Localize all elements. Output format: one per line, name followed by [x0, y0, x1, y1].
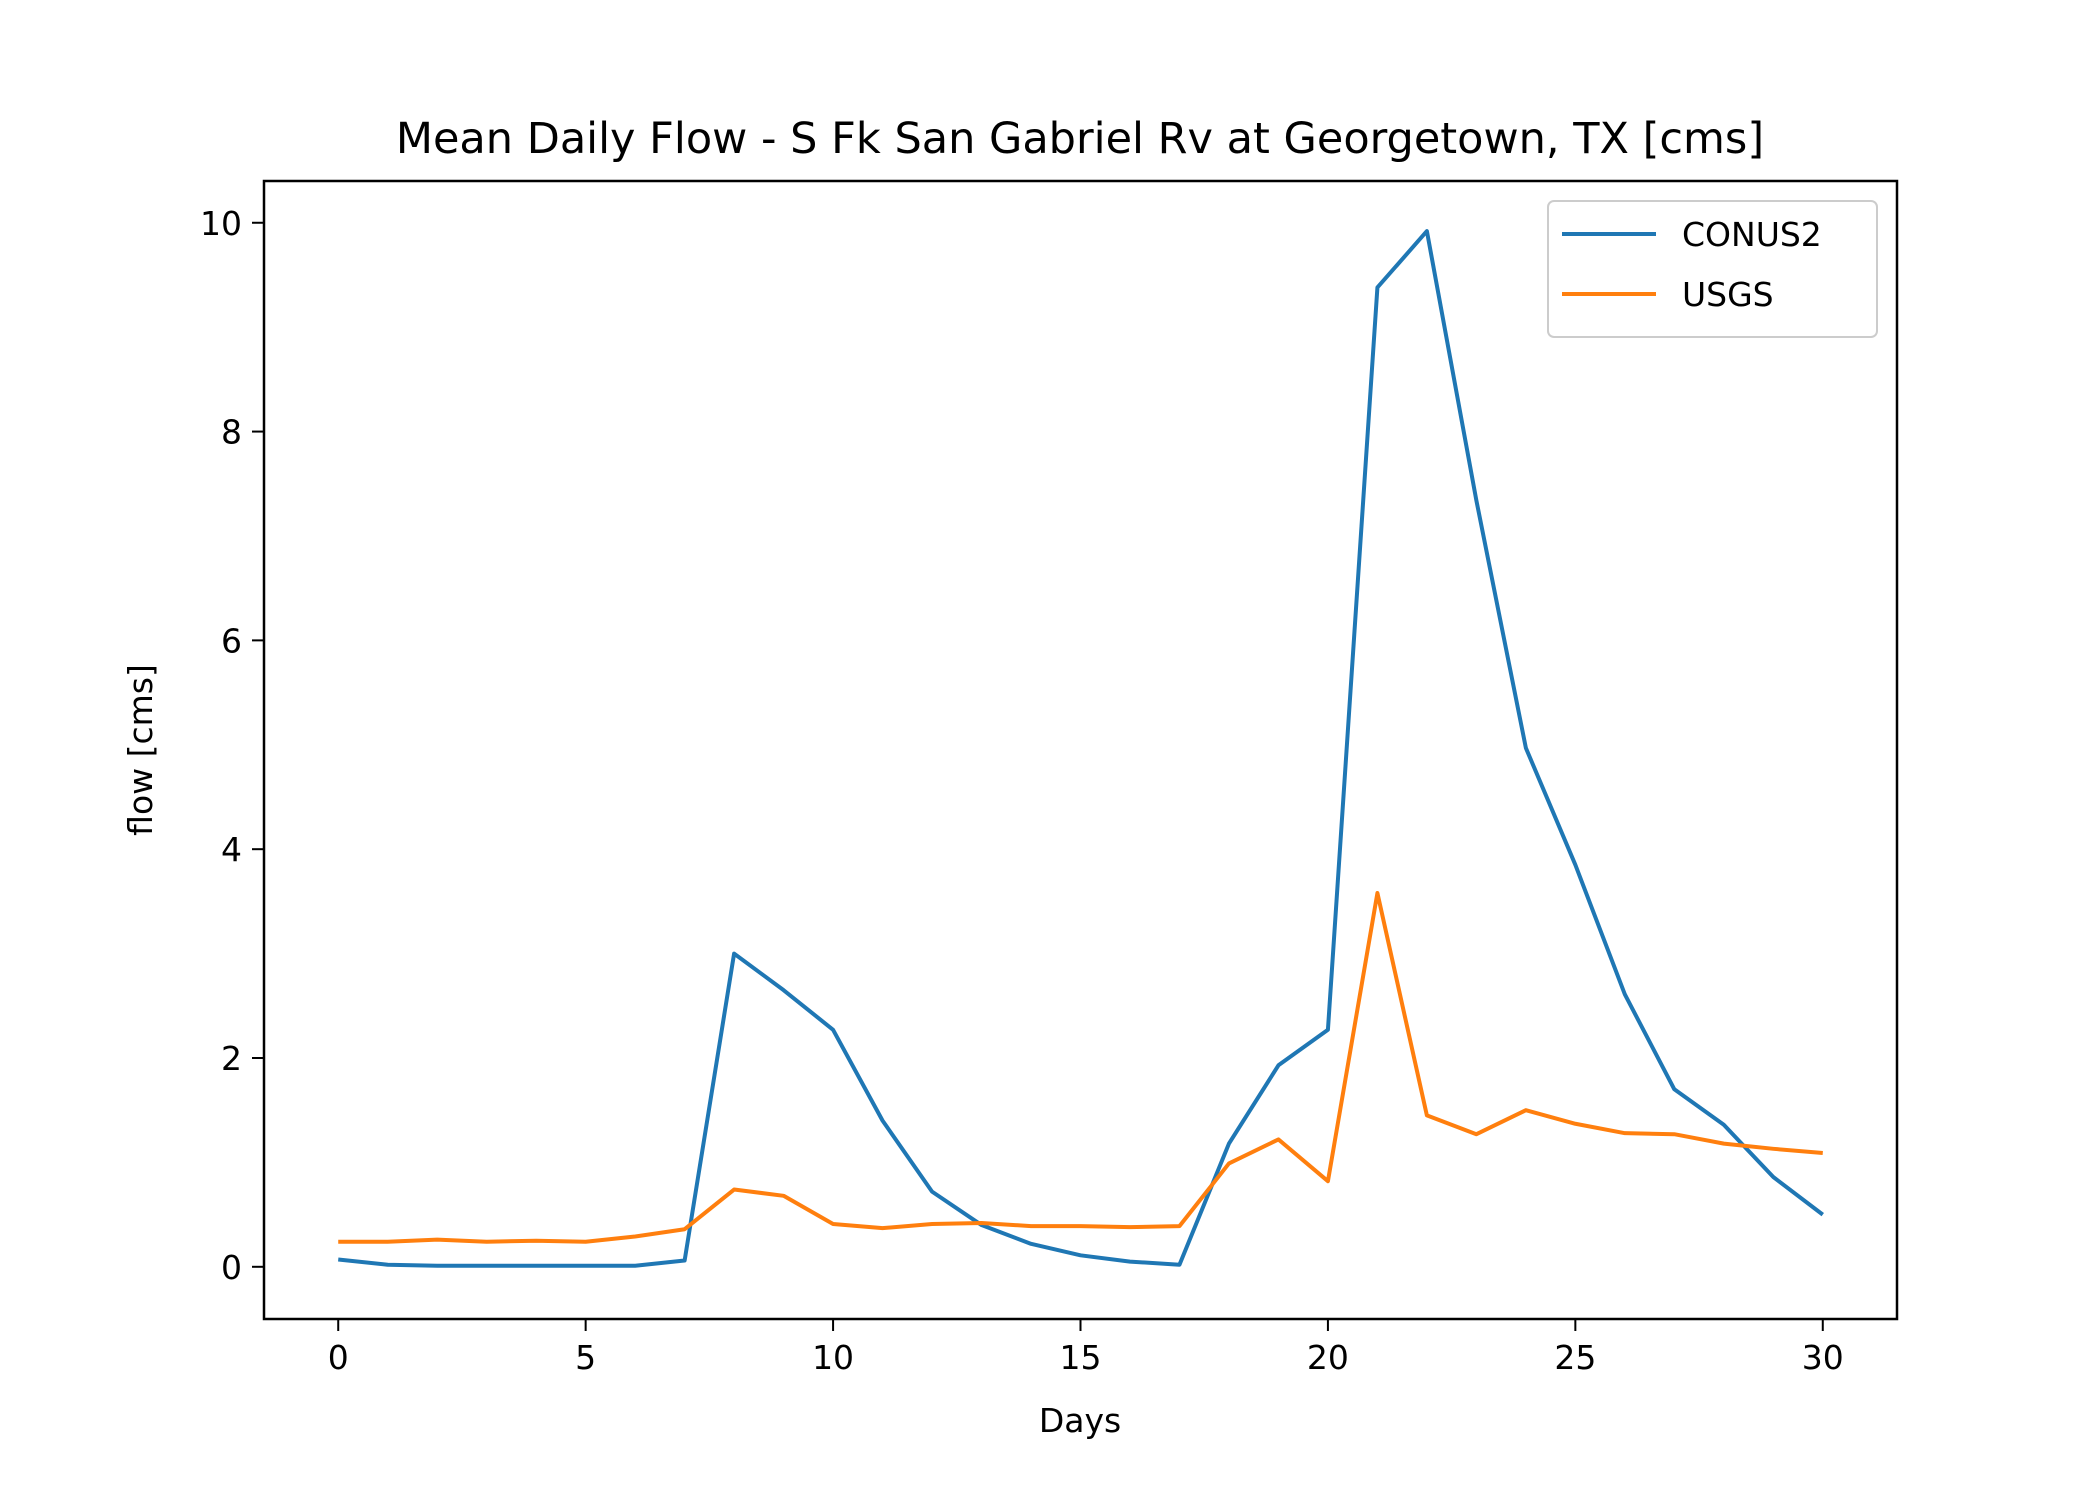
x-tick-label: 0 — [328, 1338, 349, 1377]
y-tick-label: 6 — [221, 621, 242, 660]
legend-label-usgs: USGS — [1682, 275, 1774, 314]
legend: CONUS2 USGS — [1547, 200, 1878, 338]
plot-layer — [338, 229, 1824, 1268]
x-tick-label: 10 — [812, 1338, 854, 1377]
y-tick-label: 2 — [221, 1039, 242, 1078]
x-axis-label: Days — [1039, 1401, 1121, 1440]
y-tick-label: 4 — [221, 830, 242, 869]
legend-label-conus2: CONUS2 — [1682, 215, 1822, 254]
axis-ticks: 0 5 10 15 20 25 30 0 2 4 6 8 10 — [200, 204, 1844, 1377]
series-line-conus2 — [338, 229, 1824, 1268]
y-tick-label: 8 — [221, 413, 242, 452]
x-tick-label: 25 — [1554, 1338, 1596, 1377]
x-tick-label: 15 — [1060, 1338, 1102, 1377]
x-tick-label: 30 — [1802, 1338, 1844, 1377]
x-tick-label: 5 — [575, 1338, 596, 1377]
y-tick-label: 10 — [200, 204, 242, 243]
series-line-usgs — [338, 891, 1823, 1244]
y-axis-label: flow [cms] — [121, 664, 160, 836]
y-tick-label: 0 — [221, 1248, 242, 1287]
chart-title: Mean Daily Flow - S Fk San Gabriel Rv at… — [396, 114, 1764, 164]
x-tick-label: 20 — [1307, 1338, 1349, 1377]
